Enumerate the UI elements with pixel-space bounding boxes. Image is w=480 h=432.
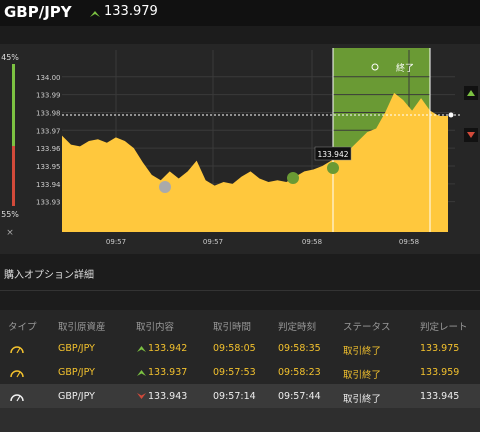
section-title: 購入オプション詳細 xyxy=(4,270,94,281)
pair: GBP/JPY xyxy=(4,3,72,21)
close[interactable]: × xyxy=(6,228,14,238)
cell: 取引終了 xyxy=(343,394,382,405)
cell: 09:57:53 xyxy=(213,367,256,378)
type-icon xyxy=(10,370,24,378)
x-tick-label: 09:57 xyxy=(203,238,223,246)
direction-icon xyxy=(137,346,146,352)
y-tick-label: 133.94 xyxy=(36,181,61,189)
cell: 09:57:44 xyxy=(278,391,321,402)
cell: タイプ xyxy=(8,322,37,333)
table-row[interactable]: GBP/JPY 133.943 09:57:14 09:57:44 取引終了 133.94… xyxy=(0,384,480,408)
annotation: 133.942 xyxy=(317,150,348,159)
cell: 09:57:14 xyxy=(213,391,256,402)
cell: 133.959 xyxy=(420,367,460,378)
cell: 取引終了 xyxy=(343,370,382,381)
cell: 133.943 xyxy=(148,391,188,402)
table-row-cut xyxy=(0,408,480,432)
table-row[interactable]: GBP/JPY 133.942 09:58:05 09:58:35 取引終了 133.97… xyxy=(0,336,480,360)
ratio-top: 45% xyxy=(1,53,19,62)
call-icon xyxy=(467,90,475,96)
y-tick-label: 133.93 xyxy=(36,199,61,207)
x-tick-label: 09:58 xyxy=(399,238,419,246)
ratio-up xyxy=(12,64,15,146)
cell: 09:58:35 xyxy=(278,343,321,354)
marker xyxy=(327,162,339,174)
cell: ステータス xyxy=(343,322,391,333)
cell: 09:58:05 xyxy=(213,343,256,354)
y-tick-label: 133.97 xyxy=(36,127,61,135)
marker xyxy=(159,181,171,193)
up-icon xyxy=(90,11,100,17)
cell: GBP/JPY xyxy=(58,367,95,378)
current-dot xyxy=(448,112,454,118)
end-label: 終了 xyxy=(396,62,414,74)
price: 133.979 xyxy=(104,4,158,19)
cell: 取引終了 xyxy=(343,346,382,357)
cell: GBP/JPY xyxy=(58,391,95,402)
put-icon xyxy=(467,132,475,138)
annotation-box xyxy=(314,146,352,161)
y-tick-label: 133.99 xyxy=(36,92,61,100)
cell: 133.945 xyxy=(420,391,460,402)
ratio-bottom: 55% xyxy=(1,210,19,219)
cell: 取引時間 xyxy=(213,322,252,333)
table: タイプ 取引原資産 取引内容 取引時間 判定時刻 ステータス 判定レート GBP/JPY 133… xyxy=(0,310,480,432)
cell: GBP/JPY xyxy=(58,343,95,354)
cell: 09:58:23 xyxy=(278,367,321,378)
x-tick-label: 09:57 xyxy=(106,238,126,246)
x-tick-label: 09:58 xyxy=(302,238,322,246)
cell: 133.937 xyxy=(148,367,188,378)
cell: 判定レート xyxy=(420,322,468,333)
cell: 133.942 xyxy=(148,343,188,354)
cell: 取引内容 xyxy=(136,322,175,333)
top-bar: GBP/JPY 133.979 xyxy=(0,0,480,26)
type-icon xyxy=(10,346,24,354)
cell: 取引原資産 xyxy=(58,322,106,333)
timer-icon xyxy=(371,63,379,71)
y-tick-label: 134.00 xyxy=(36,74,61,82)
y-tick-label: 133.98 xyxy=(36,109,61,117)
chart: 45% 55% × 133.93 133.94 133.95 133.96 133.97… xyxy=(0,44,480,254)
type-icon xyxy=(10,394,24,402)
direction-icon xyxy=(137,370,146,376)
cell: 133.975 xyxy=(420,343,460,354)
separator xyxy=(0,290,480,291)
cell: 判定時刻 xyxy=(278,322,317,333)
ratio-down xyxy=(12,146,15,206)
direction-icon xyxy=(137,393,146,399)
y-tick-label: 133.95 xyxy=(36,163,61,171)
marker xyxy=(287,172,299,184)
table-row[interactable]: GBP/JPY 133.937 09:57:53 09:58:23 取引終了 133.95… xyxy=(0,360,480,384)
header-row: タイプ 取引原資産 取引内容 取引時間 判定時刻 ステータス 判定レート xyxy=(0,312,480,336)
y-tick-label: 133.96 xyxy=(36,145,61,153)
price-area xyxy=(62,92,448,232)
